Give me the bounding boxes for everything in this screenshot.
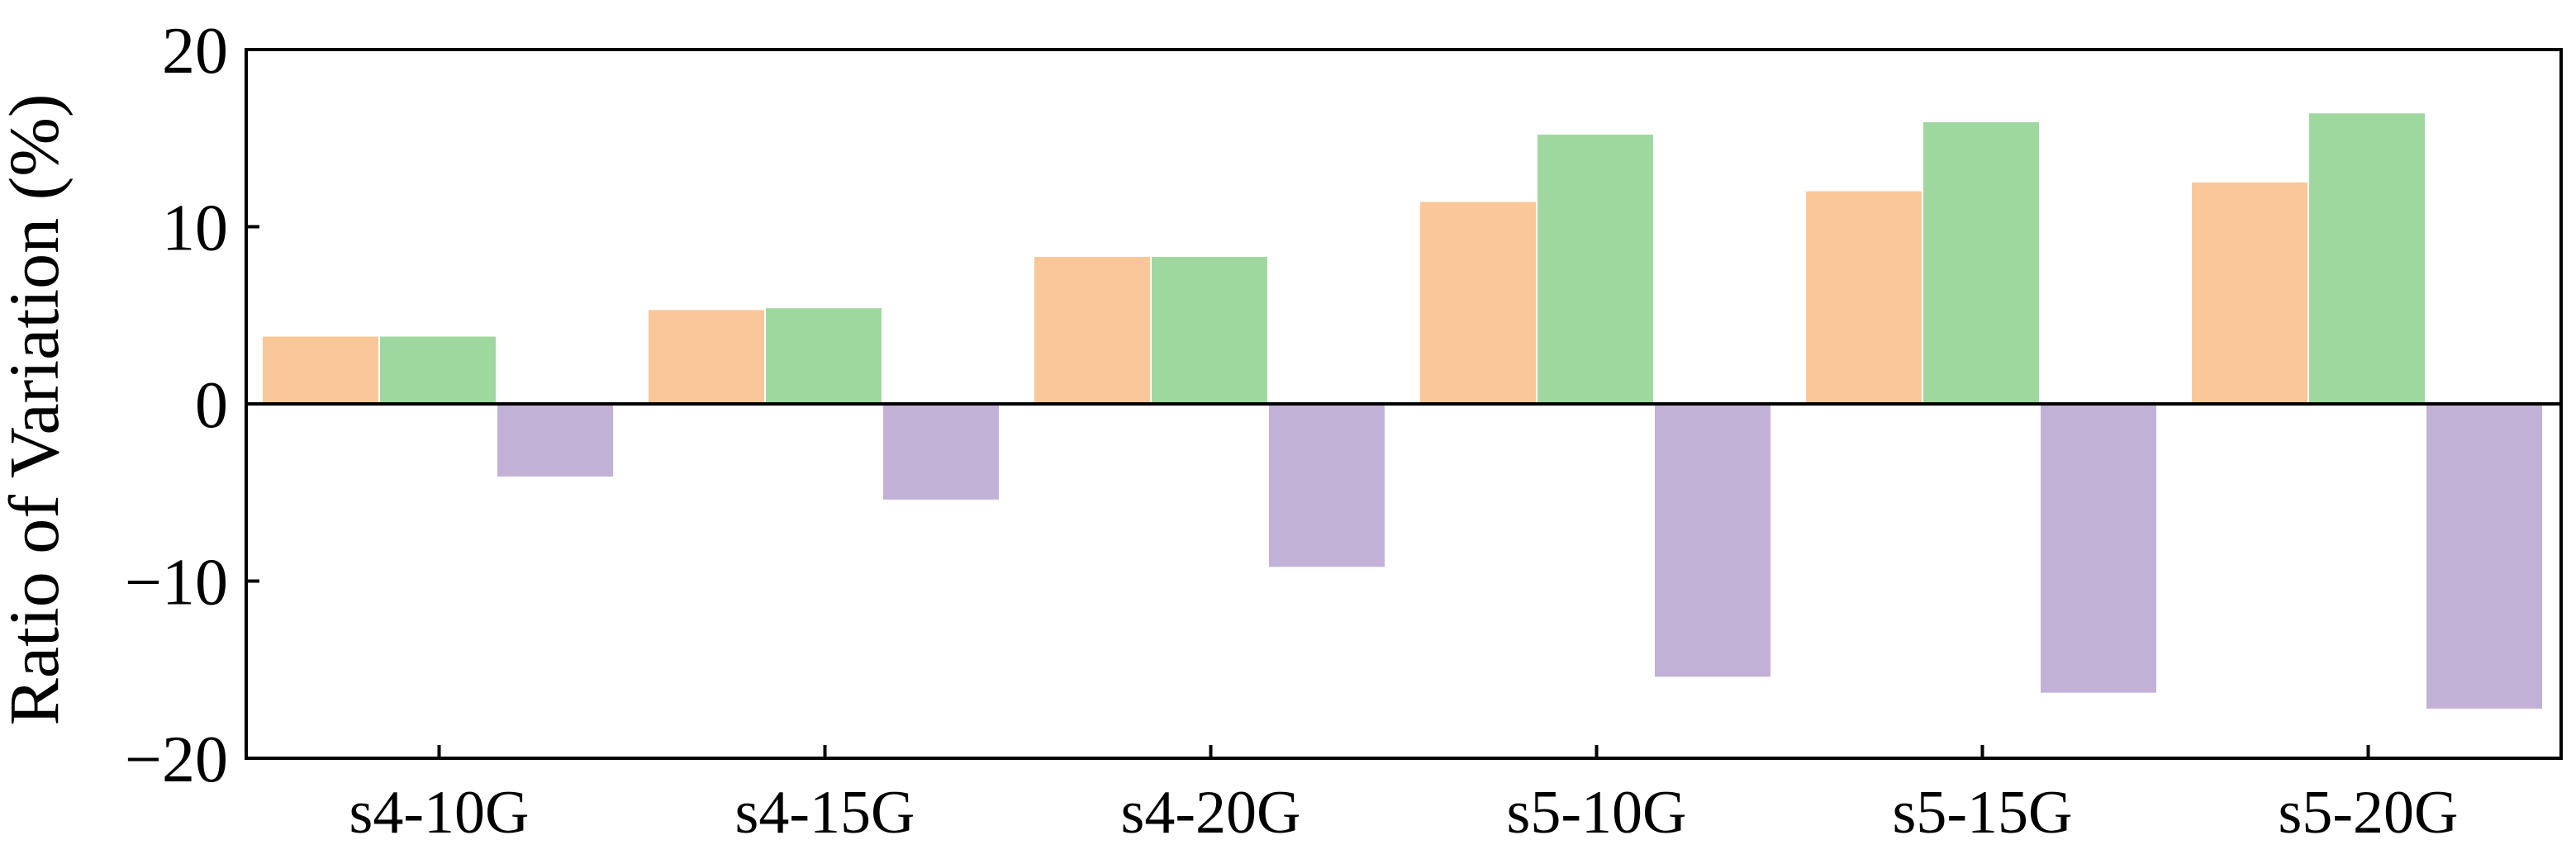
bar-series1-s4-20G	[1034, 256, 1150, 404]
bar-series1-s5-10G	[1420, 202, 1536, 404]
x-tick-label: s5-20G	[2279, 779, 2459, 847]
axis-layer: 20 10 0 −10 −20 s4-10G s4-15G s4-20G s5-10G s5-15…	[125, 15, 2563, 847]
bar-series3-s4-10G	[497, 404, 613, 477]
y-tick-label: −10	[125, 547, 228, 619]
y-axis-title: Ratio of Variation (%)	[0, 93, 74, 725]
bar-series2-s5-20G	[2309, 113, 2425, 404]
x-tick-label: s4-20G	[1121, 779, 1301, 847]
y-tick-label: 20	[162, 15, 228, 88]
bar-series2-s5-10G	[1538, 134, 1653, 404]
x-tick-label: s5-10G	[1507, 779, 1687, 847]
bar-series1-s5-20G	[2192, 182, 2307, 404]
bar-series3-s5-15G	[2041, 404, 2156, 693]
bar-series2-s5-15G	[1923, 121, 2039, 404]
bar-series1-s5-15G	[1806, 191, 1922, 404]
x-tick-label: s4-10G	[349, 779, 530, 847]
x-tick-label: s4-15G	[735, 779, 915, 847]
bar-series3-s5-10G	[1655, 404, 1770, 677]
bar-series2-s4-10G	[380, 336, 496, 404]
bar-series3-s4-15G	[883, 404, 999, 500]
x-tick-label: s5-15G	[1893, 779, 2073, 847]
y-tick-label: −20	[125, 724, 228, 796]
y-tick-label: 0	[195, 369, 228, 442]
bar-series3-s4-20G	[1269, 404, 1385, 567]
y-tick-label: 10	[162, 192, 228, 265]
bar-series1-s4-15G	[649, 310, 764, 404]
bar-series1-s4-10G	[263, 336, 378, 404]
bars-layer	[263, 113, 2542, 709]
bar-series2-s4-15G	[766, 308, 882, 404]
bar-series2-s4-20G	[1152, 256, 1267, 404]
bar-series3-s5-20G	[2426, 404, 2542, 709]
